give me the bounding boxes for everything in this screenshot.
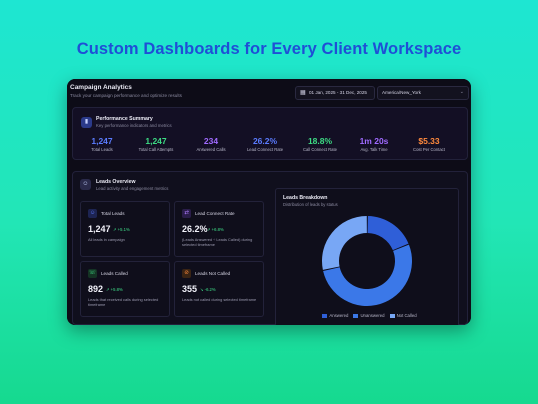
- calendar-icon: ▦: [300, 90, 306, 96]
- date-range-value: 01 Jan, 2025 - 31 Dec, 2025: [309, 90, 367, 95]
- legend-label: Unanswered: [360, 313, 385, 318]
- performance-summary-panel: ▮ Performance Summary Key performance in…: [72, 107, 468, 160]
- metric-1: 1,247 Total Call Attempts: [132, 136, 180, 152]
- blocked-icon: ⊘: [182, 269, 191, 278]
- date-range-picker[interactable]: ▦ 01 Jan, 2025 - 31 Dec, 2025: [295, 86, 375, 100]
- timezone-value: America/New_York: [382, 90, 421, 95]
- headline: Custom Dashboards for Every Client Works…: [76, 40, 462, 58]
- legend-swatch: [353, 313, 359, 318]
- card-description: Leads that received calls during selecte…: [88, 297, 159, 307]
- breakdown-subtitle: Distribution of leads by status: [283, 202, 338, 207]
- users-icon: ☺: [80, 179, 91, 190]
- card-delta: ↗ +6.8%: [207, 227, 224, 232]
- donut-slice-not-called[interactable]: [322, 216, 367, 270]
- page-subtitle: Track your campaign performance and opti…: [70, 93, 182, 98]
- card-delta: ↗ +5.8%: [106, 287, 123, 292]
- metric-4: 18.8% Call Connect Rate: [296, 136, 344, 152]
- card-description: Leads not called during selected timefra…: [182, 297, 257, 302]
- metric-label: Avg. Talk Time: [360, 147, 388, 152]
- lead-card: ⇄ Lead Connect Rate 26.2% ↗ +6.8% (Leads Ans…: [174, 201, 264, 257]
- donut-slice-unanswered[interactable]: [323, 244, 413, 307]
- metric-label: Lead Connect Rate: [246, 147, 284, 152]
- metric-3: 26.2% Lead Connect Rate: [241, 136, 289, 152]
- metric-value: 1,247: [145, 136, 167, 146]
- metric-value: $5.33: [418, 136, 440, 146]
- performance-title: Performance Summary: [96, 116, 153, 122]
- metric-5: 1m 20s Avg. Talk Time: [350, 136, 398, 152]
- card-description: All leads in campaign: [88, 237, 125, 242]
- breakdown-title: Leads Breakdown: [283, 195, 328, 201]
- phone-icon: ☏: [88, 269, 97, 278]
- chart-legend: Answered Unanswered Not Called: [276, 313, 458, 318]
- legend-swatch: [322, 313, 328, 318]
- legend-label: Answered: [329, 313, 349, 318]
- legend-label: Not Called: [396, 313, 417, 318]
- lead-card: ☏ Leads Called 892 ↗ +5.8% Leads that receiv…: [80, 261, 170, 317]
- metric-0: 1,247 Total Leads: [78, 136, 126, 152]
- leads-donut-chart: [322, 216, 413, 307]
- donut-slice-answered[interactable]: [367, 216, 409, 251]
- metric-2: 234 Answered Calls: [187, 136, 235, 152]
- legend-swatch: [389, 313, 395, 318]
- performance-subtitle: Key performance indicators and metrics: [96, 123, 172, 128]
- metric-label: Cost Per Contact: [413, 147, 445, 152]
- metric-value: 234: [203, 136, 219, 146]
- metric-label: Total Call Attempts: [138, 147, 174, 152]
- card-delta: ↗ +5.1%: [113, 227, 130, 232]
- chevron-down-icon: ⌄: [459, 89, 464, 95]
- metric-value: 18.8%: [307, 136, 333, 146]
- card-value: 26.2%: [182, 224, 208, 234]
- metric-6: $5.33 Cost Per Contact: [405, 136, 453, 152]
- lead-card: ⊘ Leads Not Called 355 ↘ -6.2% Leads not cal…: [174, 261, 264, 317]
- leads-overview-subtitle: Lead activity and engagement metrics: [96, 186, 169, 191]
- page-title: Campaign Analytics: [70, 84, 132, 91]
- card-title: Leads Not Called: [195, 271, 231, 276]
- card-value: 355: [182, 284, 198, 294]
- users-icon: ☺: [88, 209, 97, 218]
- metric-value: 26.2%: [252, 136, 278, 146]
- card-title: Leads Called: [101, 271, 128, 276]
- card-title: Lead Connect Rate: [195, 211, 235, 216]
- dashboard-screen: Campaign Analytics Track your campaign p…: [67, 79, 471, 325]
- timezone-select[interactable]: America/New_York ⌄: [377, 86, 469, 100]
- metric-label: Call Connect Rate: [303, 147, 337, 152]
- metric-label: Total Leads: [91, 147, 113, 152]
- metric-value: 1,247: [91, 136, 113, 146]
- metric-value: 1m 20s: [359, 136, 389, 146]
- connect-icon: ⇄: [182, 209, 191, 218]
- lead-card: ☺ Total Leads 1,247 ↗ +5.1% All leads in cam…: [80, 201, 170, 257]
- card-value: 892: [88, 284, 104, 294]
- leads-breakdown-card: Leads Breakdown Distribution of leads by…: [275, 188, 459, 325]
- metric-label: Answered Calls: [196, 147, 226, 152]
- card-title: Total Leads: [101, 211, 125, 216]
- leads-overview-title: Leads Overview: [96, 179, 136, 185]
- device-frame: Campaign Analytics Track your campaign p…: [67, 79, 471, 325]
- chart-icon: ▮: [81, 117, 92, 128]
- top-bar: Campaign Analytics Track your campaign p…: [67, 79, 471, 103]
- card-description: (Leads Answered ÷ Leads Called) during s…: [182, 237, 253, 247]
- card-delta: ↘ -6.2%: [200, 287, 216, 292]
- card-value: 1,247: [88, 224, 111, 234]
